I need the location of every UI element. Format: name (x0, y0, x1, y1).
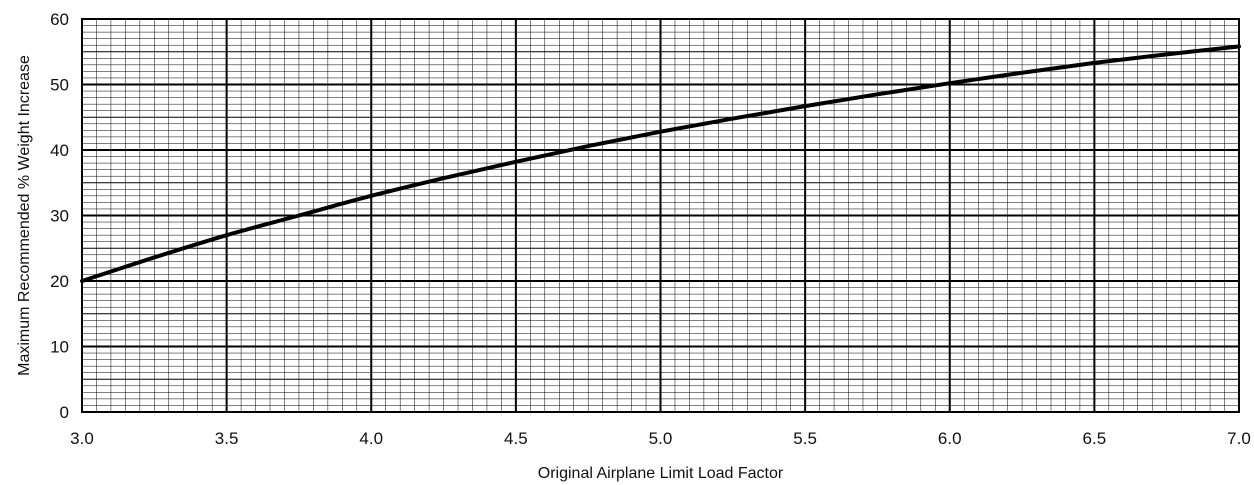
y-axis-label: Maximum Recommended % Weight Increase (16, 55, 33, 376)
y-tick-label: 0 (60, 403, 69, 422)
y-axis-ticks: 0 10 20 30 40 50 60 (50, 10, 69, 422)
x-tick-label: 3.5 (215, 429, 239, 448)
y-tick-label: 10 (50, 338, 69, 357)
y-tick-label: 60 (50, 10, 69, 29)
x-axis-label: Original Airplane Limit Load Factor (538, 465, 784, 482)
x-tick-label: 7.0 (1227, 429, 1251, 448)
y-tick-label: 30 (50, 207, 69, 226)
major-grid (82, 19, 1239, 412)
x-tick-label: 6.0 (938, 429, 962, 448)
data-series-line (80, 44, 1241, 283)
x-tick-label: 5.0 (649, 429, 673, 448)
y-tick-label: 40 (50, 141, 69, 160)
x-axis-ticks: 3.0 3.5 4.0 4.5 5.0 5.5 6.0 6.5 7.0 (70, 429, 1251, 448)
y-tick-label: 20 (50, 272, 69, 291)
y-tick-label: 50 (50, 76, 69, 95)
x-tick-label: 4.0 (359, 429, 383, 448)
x-tick-label: 6.5 (1083, 429, 1107, 448)
x-tick-label: 5.5 (793, 429, 817, 448)
x-tick-label: 4.5 (504, 429, 528, 448)
plot-frame (81, 18, 1240, 413)
x-tick-label: 3.0 (70, 429, 94, 448)
